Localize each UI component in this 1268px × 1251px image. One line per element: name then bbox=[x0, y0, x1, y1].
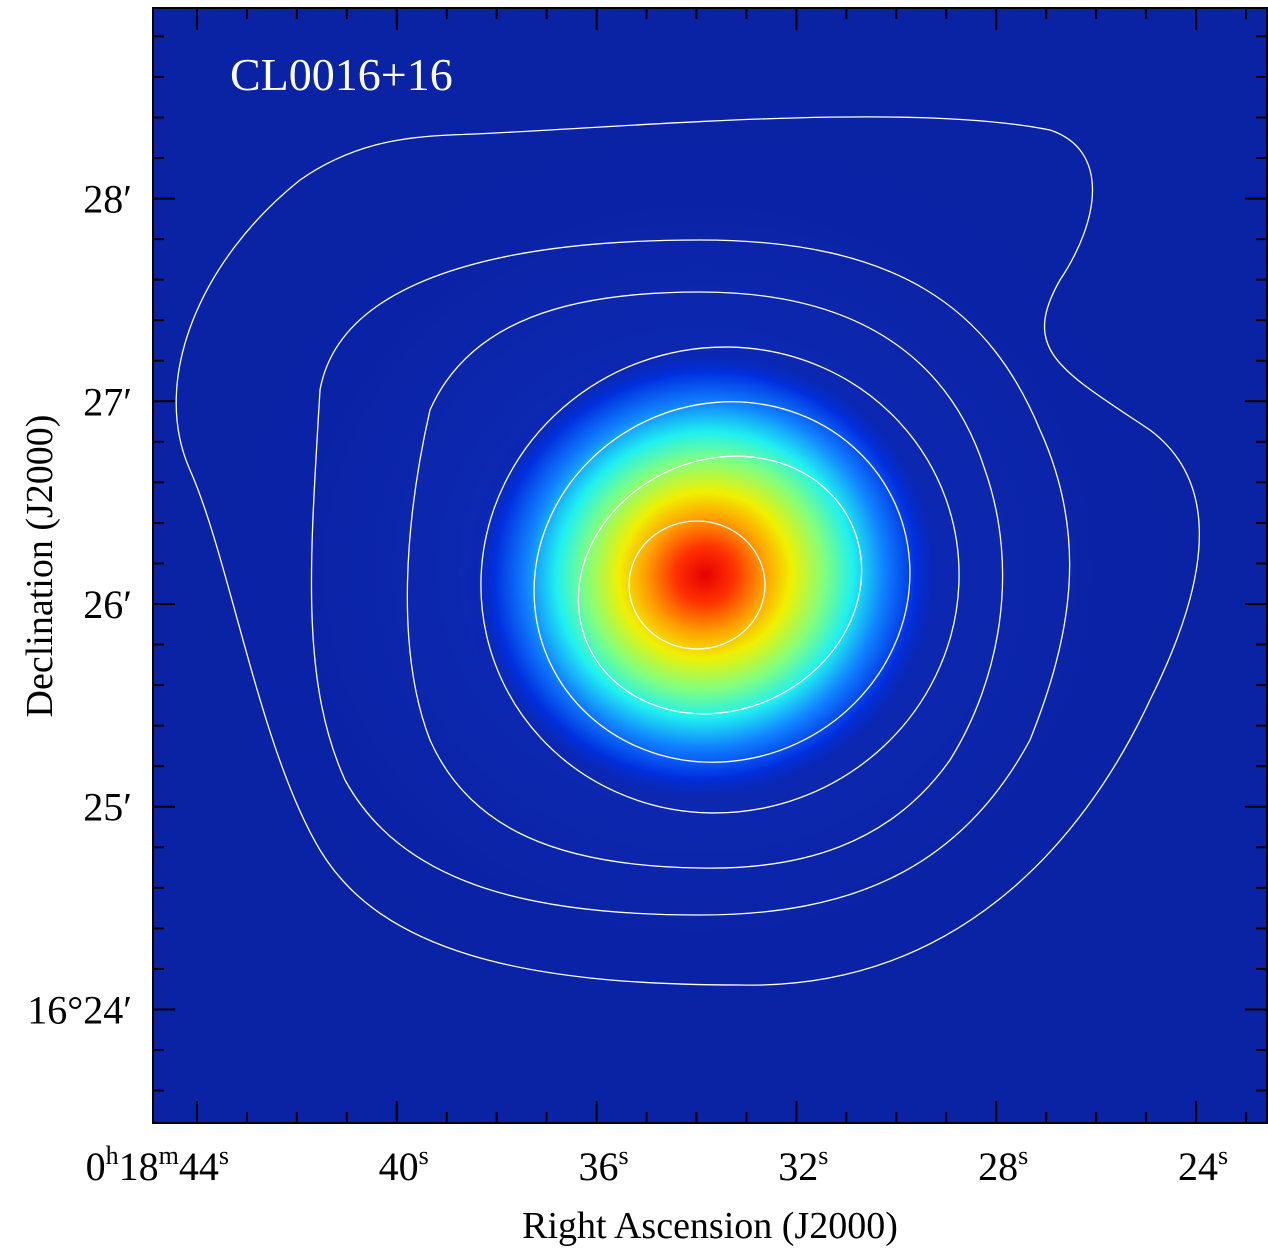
x-tick-label: 24s bbox=[1178, 1141, 1228, 1189]
y-tick-label: 27′ bbox=[83, 379, 132, 424]
chart-title: CL0016+16 bbox=[230, 49, 453, 100]
chart: CL0016+16 Right Ascension (J2000) Declin… bbox=[0, 0, 1268, 1251]
y-tick-label: 26′ bbox=[83, 582, 132, 627]
x-tick-label: 28s bbox=[978, 1141, 1028, 1189]
x-axis-label: Right Ascension (J2000) bbox=[522, 1205, 898, 1247]
x-tick-label: 40s bbox=[379, 1141, 429, 1189]
x-tick-label: 0h18m44s bbox=[86, 1141, 229, 1189]
y-tick-label: 28′ bbox=[83, 177, 132, 222]
y-axis-label: Declination (J2000) bbox=[19, 415, 61, 718]
y-tick-label: 16°24′ bbox=[27, 987, 132, 1032]
sky-image bbox=[153, 8, 1267, 1123]
y-tick-label: 25′ bbox=[83, 785, 132, 830]
x-tick-label: 36s bbox=[578, 1141, 628, 1189]
x-tick-label: 32s bbox=[778, 1141, 828, 1189]
